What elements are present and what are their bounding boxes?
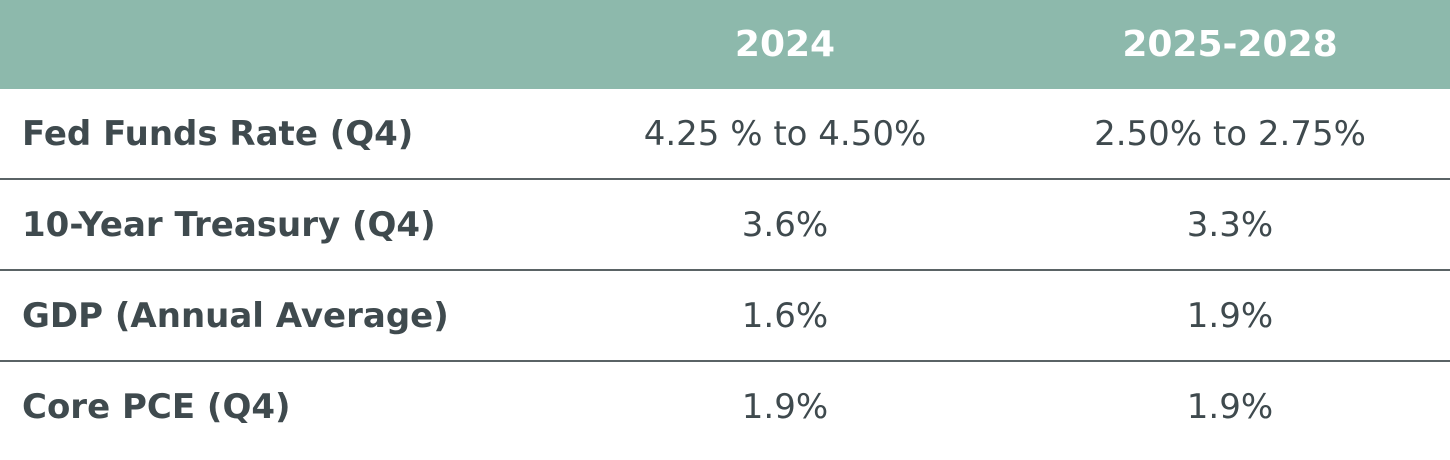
- value-cell: 4.25 % to 4.50%: [560, 89, 1010, 180]
- value-cell: 1.9%: [1010, 270, 1450, 362]
- table-body: Fed Funds Rate (Q4) 4.25 % to 4.50% 2.50% …: [0, 89, 1450, 451]
- row-label: GDP (Annual Average): [0, 270, 560, 362]
- row-label: Fed Funds Rate (Q4): [0, 89, 560, 180]
- row-label: 10-Year Treasury (Q4): [0, 179, 560, 271]
- value-cell: 3.3%: [1010, 179, 1450, 271]
- header-empty: [0, 0, 560, 89]
- header-cell: 2024: [560, 0, 1010, 89]
- table-row: Core PCE (Q4) 1.9% 1.9%: [0, 361, 1450, 451]
- value-cell: 1.6%: [560, 270, 1010, 362]
- value-cell: 1.9%: [1186, 386, 1274, 427]
- row-label: Core PCE (Q4): [22, 386, 291, 427]
- header-row: 2024 2025-2028: [0, 0, 1450, 89]
- value-cell: 1.9%: [741, 386, 829, 427]
- value-cell: 2.50% to 2.75%: [1010, 89, 1450, 180]
- table-row: Fed Funds Rate (Q4) 4.25 % to 4.50% 2.50% …: [0, 89, 1450, 180]
- value-cell: 3.6%: [560, 179, 1010, 271]
- header-cell: 2025-2028: [1010, 0, 1450, 89]
- table-row: GDP (Annual Average) 1.6% 1.9%: [0, 270, 1450, 362]
- table-row: 10-Year Treasury (Q4) 3.6% 3.3%: [0, 179, 1450, 271]
